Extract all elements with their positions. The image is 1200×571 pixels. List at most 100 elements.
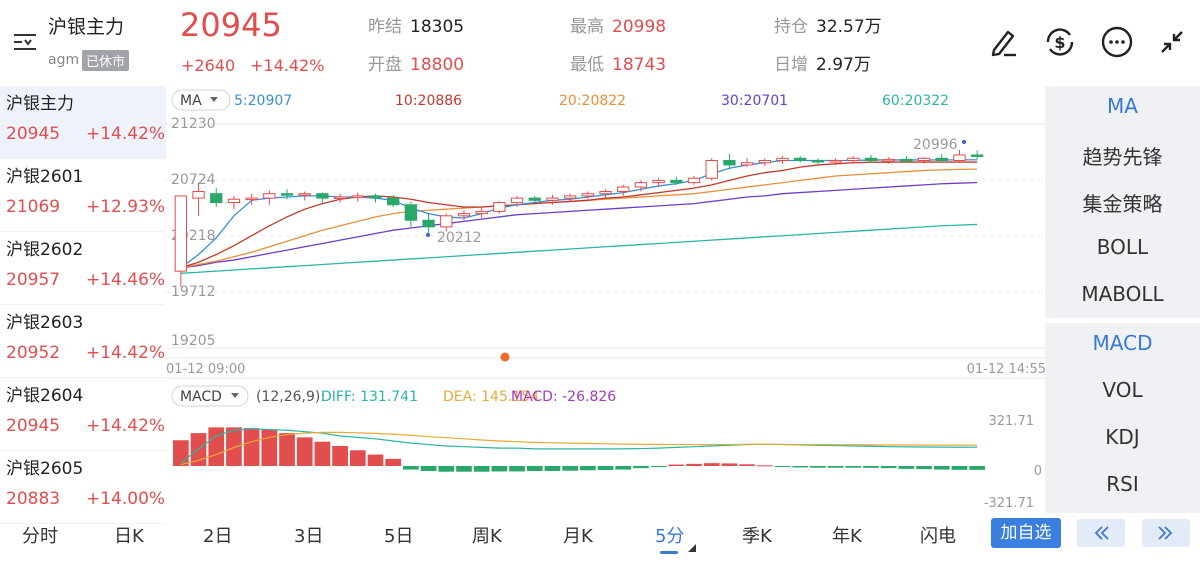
period-tab[interactable]: 月K [563, 526, 593, 547]
contract-quote-row: 21069 +12.93% [6, 197, 166, 217]
y-axis-tick-label: 19205 [171, 333, 216, 349]
period-tab[interactable]: 季K [742, 526, 772, 547]
candle-body [546, 197, 559, 201]
candle-body [440, 215, 453, 228]
sub-indicator-item[interactable]: KDJ [1105, 425, 1140, 449]
macd-histogram-bar [668, 464, 685, 466]
macd-histogram-bar [721, 463, 738, 466]
macd-selector-caret-icon [231, 393, 239, 398]
macd-histogram-bar [456, 466, 472, 472]
macd-histogram-bar [332, 445, 348, 466]
macd-histogram-bar [774, 466, 791, 467]
macd-histogram-bar [296, 437, 313, 466]
collapse-arrows-icon[interactable] [1154, 24, 1190, 60]
contract-item[interactable]: 沪银2603 20952 +14.42% [0, 305, 166, 378]
double-chevron-left-icon [1094, 526, 1109, 540]
more-dots-icon[interactable] [1099, 24, 1135, 60]
macd-histogram-bar [385, 458, 402, 466]
candle-body [528, 197, 541, 201]
main-indicator-item[interactable]: MABOLL [1081, 282, 1164, 306]
contract-price: 20945 [6, 416, 61, 436]
candle-body [493, 202, 506, 212]
period-tab[interactable]: 年K [832, 526, 862, 547]
currency-exchange-icon[interactable]: $ [1042, 24, 1078, 60]
candle-body [599, 190, 612, 195]
ma60-line [180, 223, 978, 274]
candle-body [581, 193, 595, 197]
macd-histogram-bar [916, 466, 932, 470]
main-indicator-item[interactable]: BOLL [1096, 235, 1149, 259]
contract-item[interactable]: 沪银2602 20957 +14.46% [0, 232, 166, 305]
max-price-label: 20996 [913, 137, 958, 153]
candle-body [210, 193, 223, 204]
contract-name: 沪银2604 [6, 386, 84, 406]
main-indicator-item[interactable]: 集金策略 [1082, 192, 1163, 216]
macd-histogram-bar [509, 466, 525, 472]
ma-legend-label: 60:20322 [882, 93, 949, 109]
macd-histogram-bar [792, 466, 809, 468]
contract-quote-row: 20945 +14.42% [6, 416, 166, 436]
macd-y-tick-label: 0 [1034, 464, 1042, 479]
contract-price: 21069 [6, 197, 61, 217]
ma30-line [180, 181, 978, 269]
sub-indicator-item[interactable]: RSI [1106, 472, 1139, 496]
sub-indicator-item[interactable]: MACD [1092, 331, 1153, 355]
macd-histogram-bar [544, 466, 561, 472]
period-tab[interactable]: 日K [114, 526, 144, 547]
candle-body [811, 160, 825, 163]
candle-body [794, 157, 807, 162]
macd-histogram-bar [703, 463, 720, 466]
tab-dropdown-caret-icon[interactable] [688, 544, 696, 552]
prev-settle-stat: 昨结 18305 [368, 17, 465, 37]
contract-name: 沪银2602 [6, 240, 84, 260]
contract-change-percent: +14.42% [86, 416, 166, 436]
ma-legend-label: 5:20907 [234, 93, 292, 109]
contract-item[interactable]: 沪银2601 21069 +12.93% [0, 159, 166, 232]
candle-body [935, 157, 948, 162]
macd-histogram-bar [173, 440, 189, 466]
period-tab[interactable]: 3日 [294, 526, 324, 547]
macd-histogram-bar [403, 466, 419, 470]
main-indicator-item[interactable]: 趋势先锋 [1082, 145, 1163, 169]
high-stat: 最高 20998 [570, 17, 667, 37]
period-tab[interactable]: 闪电 [920, 526, 956, 547]
contract-item[interactable]: 沪银2604 20945 +14.42% [0, 378, 166, 451]
double-chevron-right-icon [1158, 526, 1173, 540]
period-tab[interactable]: 5分 [655, 526, 685, 547]
macd-histogram-bar [615, 466, 632, 470]
contract-item[interactable]: 沪银2605 20883 +14.00% [0, 451, 166, 524]
period-tab[interactable]: 2日 [203, 526, 233, 547]
contract-quote-row: 20883 +14.00% [6, 489, 166, 509]
period-tab[interactable]: 5日 [384, 526, 414, 547]
next-page-button[interactable] [1142, 519, 1190, 547]
kline-chart[interactable]: MA 5:20907 10:20886 20:20822 30:20701 60:2032… [166, 86, 1046, 512]
contract-change-percent: +14.42% [86, 124, 166, 144]
list-toggle-icon[interactable] [12, 30, 40, 54]
candle-body [917, 157, 931, 162]
sub-indicator-item[interactable]: VOL [1102, 378, 1143, 402]
candle-body [298, 193, 311, 196]
contract-item[interactable]: 沪银主力 20945 +14.42% [0, 86, 166, 159]
period-tab[interactable]: 周K [472, 526, 502, 547]
main-indicator-item[interactable]: MA [1107, 94, 1138, 118]
macd-selector-button [171, 385, 249, 407]
candle-body [263, 193, 276, 199]
macd-histogram-bar [756, 465, 773, 467]
low-stat: 最低 18743 [570, 55, 667, 75]
open-interest-stat: 持仓 32.57万 [774, 17, 882, 37]
macd-histogram-bar [491, 466, 508, 472]
ma10-line [180, 161, 978, 269]
prev-page-button[interactable] [1077, 519, 1125, 547]
min-price-marker [426, 233, 430, 237]
edit-pen-icon[interactable] [986, 24, 1022, 60]
ma-selector-label: MA [180, 93, 202, 109]
candle-body [475, 210, 488, 215]
candle-body [723, 160, 736, 166]
macd-histogram-bar [845, 466, 862, 468]
candle-body [829, 160, 842, 163]
contract-change-percent: +12.93% [86, 197, 166, 217]
add-to-watchlist-button[interactable]: 加自选 [991, 518, 1061, 548]
candle-body [687, 177, 701, 184]
period-tab[interactable]: 分时 [22, 526, 58, 547]
selected-tab-indicator [660, 551, 678, 554]
